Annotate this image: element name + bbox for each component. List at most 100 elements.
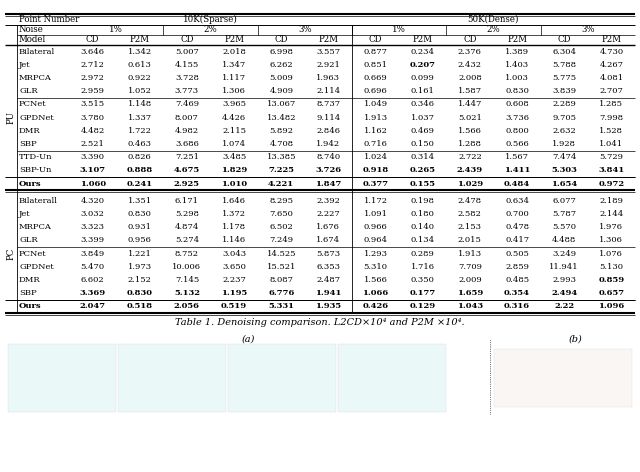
Text: 0.346: 0.346 bbox=[411, 101, 435, 109]
Text: 0.826: 0.826 bbox=[128, 153, 152, 161]
Text: 0.918: 0.918 bbox=[362, 167, 388, 174]
Text: 0.099: 0.099 bbox=[411, 74, 435, 82]
Text: 2.494: 2.494 bbox=[551, 289, 577, 297]
Text: 3.043: 3.043 bbox=[222, 250, 246, 258]
Text: 0.417: 0.417 bbox=[505, 236, 529, 244]
Text: 7.249: 7.249 bbox=[269, 236, 293, 244]
Text: 5.303: 5.303 bbox=[551, 167, 577, 174]
Text: SBP: SBP bbox=[19, 289, 36, 297]
Text: 0.519: 0.519 bbox=[221, 303, 247, 311]
Text: 13.385: 13.385 bbox=[266, 153, 296, 161]
Text: P2M: P2M bbox=[319, 35, 339, 44]
Text: 0.696: 0.696 bbox=[364, 87, 387, 95]
Text: Bilaterall: Bilaterall bbox=[19, 197, 58, 205]
Text: 7.709: 7.709 bbox=[458, 263, 482, 271]
Text: 0.180: 0.180 bbox=[411, 210, 435, 218]
Text: 2.115: 2.115 bbox=[222, 127, 246, 135]
Text: MRPCA: MRPCA bbox=[19, 223, 52, 231]
Text: P2M: P2M bbox=[507, 35, 527, 44]
Text: Noise: Noise bbox=[19, 25, 44, 34]
Text: 5.787: 5.787 bbox=[552, 210, 576, 218]
Text: CD: CD bbox=[275, 35, 288, 44]
Text: 5.132: 5.132 bbox=[174, 289, 200, 297]
Text: 1.178: 1.178 bbox=[222, 223, 246, 231]
Text: 1.172: 1.172 bbox=[364, 197, 388, 205]
Text: CD: CD bbox=[463, 35, 477, 44]
Text: 4.267: 4.267 bbox=[600, 61, 623, 69]
Text: 6.602: 6.602 bbox=[81, 276, 104, 284]
Text: PC: PC bbox=[6, 247, 15, 260]
Text: 1.029: 1.029 bbox=[457, 180, 483, 187]
Text: 1.913: 1.913 bbox=[364, 114, 388, 122]
Text: 5.274: 5.274 bbox=[175, 236, 199, 244]
Text: 3%: 3% bbox=[298, 25, 312, 34]
Text: 3.726: 3.726 bbox=[316, 167, 342, 174]
Text: DMR: DMR bbox=[19, 127, 40, 135]
Text: 2.439: 2.439 bbox=[457, 167, 483, 174]
Text: 0.241: 0.241 bbox=[127, 180, 153, 187]
Text: 8.752: 8.752 bbox=[175, 250, 199, 258]
Text: 1.288: 1.288 bbox=[458, 140, 482, 148]
Text: 4.708: 4.708 bbox=[269, 140, 293, 148]
Text: 8.737: 8.737 bbox=[316, 101, 340, 109]
Text: GPDNet: GPDNet bbox=[19, 263, 54, 271]
Text: 0.608: 0.608 bbox=[505, 101, 529, 109]
Text: 0.150: 0.150 bbox=[411, 140, 435, 148]
Text: 13.067: 13.067 bbox=[267, 101, 296, 109]
Text: 2.153: 2.153 bbox=[458, 223, 482, 231]
Text: 2.959: 2.959 bbox=[81, 87, 104, 95]
Text: P2M: P2M bbox=[130, 35, 150, 44]
Text: 0.350: 0.350 bbox=[411, 276, 435, 284]
Text: 1.654: 1.654 bbox=[551, 180, 577, 187]
Text: 1.566: 1.566 bbox=[364, 276, 388, 284]
Text: 0.140: 0.140 bbox=[411, 223, 435, 231]
Text: MRPCA: MRPCA bbox=[19, 74, 52, 82]
Text: 1%: 1% bbox=[109, 25, 123, 34]
Text: 1.195: 1.195 bbox=[221, 289, 247, 297]
Text: 0.613: 0.613 bbox=[128, 61, 152, 69]
Text: 1%: 1% bbox=[392, 25, 406, 34]
Text: 1.342: 1.342 bbox=[128, 48, 152, 56]
Text: 5.310: 5.310 bbox=[364, 263, 388, 271]
Text: 0.716: 0.716 bbox=[364, 140, 388, 148]
Text: 1.060: 1.060 bbox=[79, 180, 106, 187]
Text: 5.775: 5.775 bbox=[552, 74, 576, 82]
Text: 3.107: 3.107 bbox=[79, 167, 106, 174]
Text: 0.830: 0.830 bbox=[127, 289, 153, 297]
Text: 2.632: 2.632 bbox=[552, 127, 576, 135]
Text: 1.043: 1.043 bbox=[457, 303, 483, 311]
Text: 1.066: 1.066 bbox=[362, 289, 388, 297]
Text: 3.965: 3.965 bbox=[222, 101, 246, 109]
Text: 0.830: 0.830 bbox=[505, 87, 529, 95]
Text: 0.964: 0.964 bbox=[364, 236, 388, 244]
Bar bbox=[118, 344, 226, 412]
Text: 2.152: 2.152 bbox=[128, 276, 152, 284]
Text: 0.234: 0.234 bbox=[411, 48, 435, 56]
Text: 1.074: 1.074 bbox=[222, 140, 246, 148]
Text: 2.114: 2.114 bbox=[316, 87, 340, 95]
Text: 8.740: 8.740 bbox=[316, 153, 340, 161]
Text: 1.941: 1.941 bbox=[316, 289, 342, 297]
Text: 2.487: 2.487 bbox=[316, 276, 340, 284]
Text: 1.052: 1.052 bbox=[128, 87, 152, 95]
Text: 2.392: 2.392 bbox=[316, 197, 340, 205]
Text: 2.289: 2.289 bbox=[552, 101, 576, 109]
Text: 3.780: 3.780 bbox=[81, 114, 104, 122]
Text: 7.998: 7.998 bbox=[599, 114, 623, 122]
Text: 3.849: 3.849 bbox=[81, 250, 105, 258]
Text: 1.935: 1.935 bbox=[316, 303, 342, 311]
Text: PCNet: PCNet bbox=[19, 101, 47, 109]
Text: 0.859: 0.859 bbox=[598, 276, 625, 284]
Text: P2M: P2M bbox=[413, 35, 433, 44]
Text: 5.007: 5.007 bbox=[175, 48, 199, 56]
Text: 1.716: 1.716 bbox=[411, 263, 435, 271]
Text: 1.293: 1.293 bbox=[364, 250, 388, 258]
Text: 1.973: 1.973 bbox=[128, 263, 152, 271]
Text: Ours: Ours bbox=[19, 180, 42, 187]
Text: Jet: Jet bbox=[19, 61, 31, 69]
Text: 0.289: 0.289 bbox=[411, 250, 435, 258]
Text: 0.377: 0.377 bbox=[362, 180, 388, 187]
Text: 1.221: 1.221 bbox=[128, 250, 152, 258]
Text: 5.470: 5.470 bbox=[81, 263, 105, 271]
Text: 3.736: 3.736 bbox=[505, 114, 529, 122]
